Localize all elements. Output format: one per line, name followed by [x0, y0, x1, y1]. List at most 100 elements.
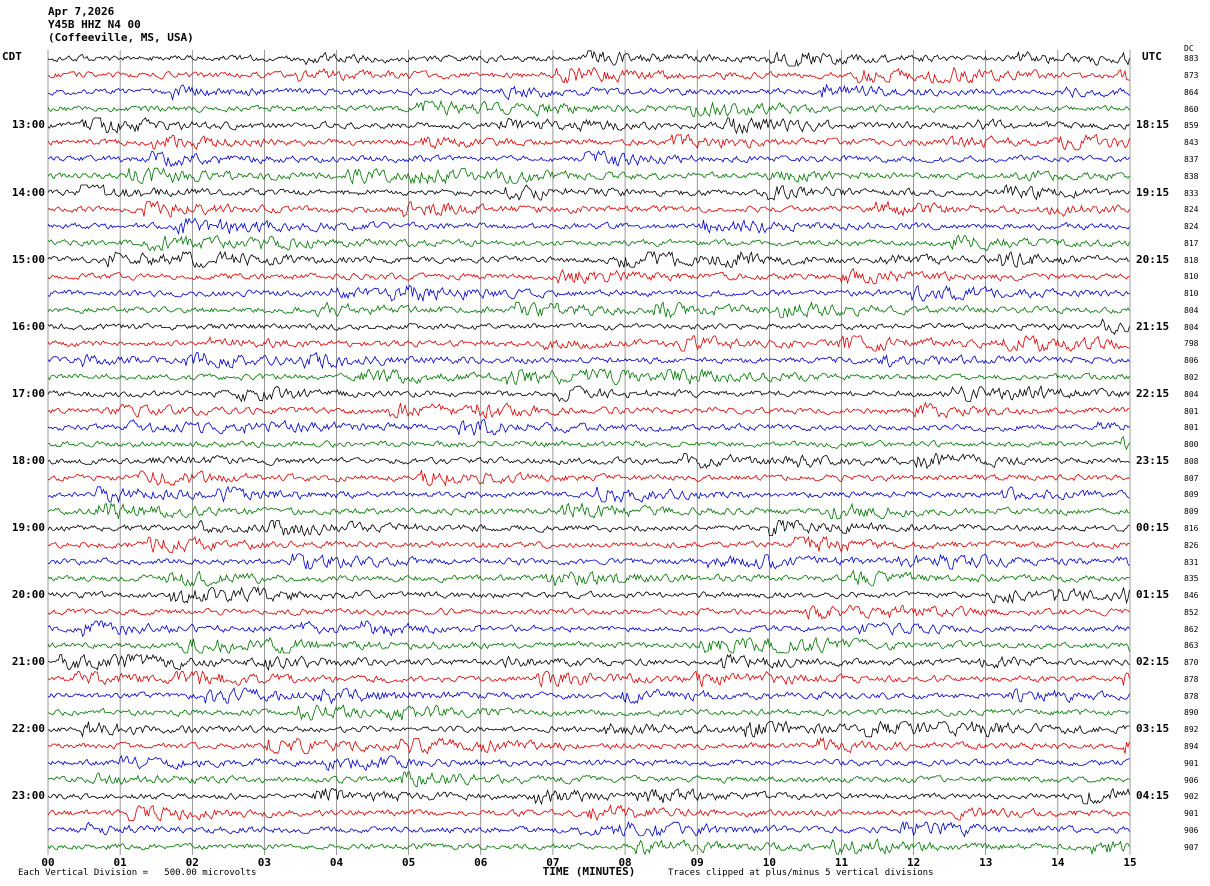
dc-value: 817 — [1184, 238, 1199, 248]
trace-row — [47, 636, 1130, 654]
left-time-label: 23:00 — [11, 789, 45, 803]
trace-row — [47, 268, 1130, 285]
footer-clip-note: Traces clipped at plus/minus 5 vertical … — [668, 868, 934, 878]
x-tick-label: 07 — [546, 856, 560, 869]
dc-value: 863 — [1184, 641, 1199, 651]
left-time-label: 20:00 — [11, 588, 45, 602]
footer-scale-note: Each Vertical Division = 500.00 microvol… — [18, 868, 257, 878]
right-time-label: 21:15 — [1136, 319, 1170, 333]
right-time-label: 19:15 — [1136, 185, 1170, 199]
dc-value: 831 — [1184, 557, 1199, 567]
dc-value: 878 — [1184, 691, 1199, 701]
left-timezone-label: CDT — [2, 50, 22, 63]
trace-row — [47, 519, 1130, 537]
x-tick-label: 04 — [329, 856, 344, 869]
trace-row — [47, 838, 1130, 856]
dc-value: 816 — [1184, 523, 1199, 533]
trace-row — [47, 351, 1130, 370]
trace-row — [47, 250, 1130, 269]
right-time-label: 20:15 — [1136, 252, 1170, 266]
dc-value: 906 — [1184, 775, 1199, 785]
trace-row — [47, 184, 1130, 201]
trace-row — [47, 553, 1130, 570]
right-time-label: 04:15 — [1136, 789, 1170, 803]
trace-row — [47, 99, 1130, 118]
trace-row — [47, 401, 1130, 420]
x-tick-label: 14 — [1051, 856, 1065, 869]
dc-value: 890 — [1184, 708, 1199, 718]
trace-row — [47, 820, 1130, 838]
x-tick-label: 08 — [618, 856, 632, 869]
x-tick-label: 06 — [474, 856, 488, 869]
dc-value: 878 — [1184, 674, 1199, 684]
trace-row — [47, 150, 1130, 168]
x-tick-label: 10 — [762, 856, 776, 869]
dc-value: 802 — [1184, 373, 1199, 383]
x-tick-label: 15 — [1123, 856, 1137, 869]
left-time-label: 17:00 — [11, 386, 45, 400]
trace-row — [47, 133, 1130, 151]
trace-row — [47, 167, 1130, 185]
x-axis-title: TIME (MINUTES) — [542, 865, 636, 878]
x-tick-label: 13 — [979, 856, 993, 869]
trace-row — [47, 670, 1130, 689]
trace-row — [47, 318, 1130, 336]
dc-value: 843 — [1184, 138, 1199, 148]
trace-row — [48, 469, 1130, 487]
dc-value: 864 — [1184, 87, 1199, 97]
x-tick-label: 12 — [906, 856, 921, 869]
trace-row — [47, 285, 1130, 303]
right-time-label: 00:15 — [1136, 520, 1170, 534]
trace-row — [47, 234, 1130, 252]
dc-value: 870 — [1184, 658, 1199, 668]
dc-value: 824 — [1184, 222, 1199, 232]
trace-row — [47, 787, 1130, 806]
dc-value: 798 — [1184, 339, 1199, 349]
trace-row — [47, 419, 1130, 437]
trace-row — [47, 755, 1130, 772]
header-station: Y45B HHZ N4 00 — [48, 18, 141, 31]
left-time-label: 13:00 — [11, 118, 45, 132]
dc-value: 852 — [1184, 607, 1199, 617]
x-tick-label: 09 — [690, 856, 704, 869]
x-tick-label: 00 — [41, 856, 55, 869]
trace-row — [47, 720, 1130, 738]
header-date: Apr 7,2026 — [48, 5, 115, 18]
trace-row — [47, 368, 1130, 386]
right-time-label: 18:15 — [1136, 118, 1170, 132]
dc-column-label: DC — [1184, 44, 1194, 53]
right-time-label: 23:15 — [1136, 453, 1170, 467]
trace-row — [47, 502, 1130, 520]
trace-row — [47, 435, 1130, 451]
dc-value: 901 — [1184, 758, 1199, 768]
dc-value: 804 — [1184, 305, 1199, 315]
dc-value: 835 — [1184, 574, 1199, 584]
dc-value: 860 — [1184, 104, 1199, 114]
trace-row — [47, 301, 1130, 319]
trace-row — [47, 66, 1130, 84]
dc-value: 862 — [1184, 624, 1199, 634]
trace-row — [47, 804, 1130, 822]
left-time-label: 18:00 — [11, 453, 45, 467]
left-time-label: 14:00 — [11, 185, 45, 199]
trace-row — [47, 200, 1130, 218]
dc-value: 818 — [1184, 255, 1199, 265]
dc-value: 837 — [1184, 155, 1199, 164]
right-timezone-label: UTC — [1142, 50, 1162, 63]
dc-value: 810 — [1184, 272, 1199, 282]
dc-value: 826 — [1184, 540, 1199, 550]
trace-row — [47, 117, 1130, 135]
right-time-label: 03:15 — [1136, 722, 1170, 736]
dc-value: 804 — [1184, 389, 1199, 399]
dc-value: 892 — [1184, 725, 1199, 735]
trace-row — [47, 653, 1130, 671]
trace-row — [47, 704, 1130, 721]
dc-value: 883 — [1184, 54, 1199, 64]
right-time-label: 01:15 — [1136, 588, 1170, 602]
dc-value: 859 — [1184, 121, 1199, 131]
right-time-label: 02:15 — [1136, 655, 1170, 669]
trace-row — [47, 384, 1130, 403]
dc-value: 809 — [1184, 490, 1199, 500]
x-tick-label: 03 — [257, 856, 272, 869]
